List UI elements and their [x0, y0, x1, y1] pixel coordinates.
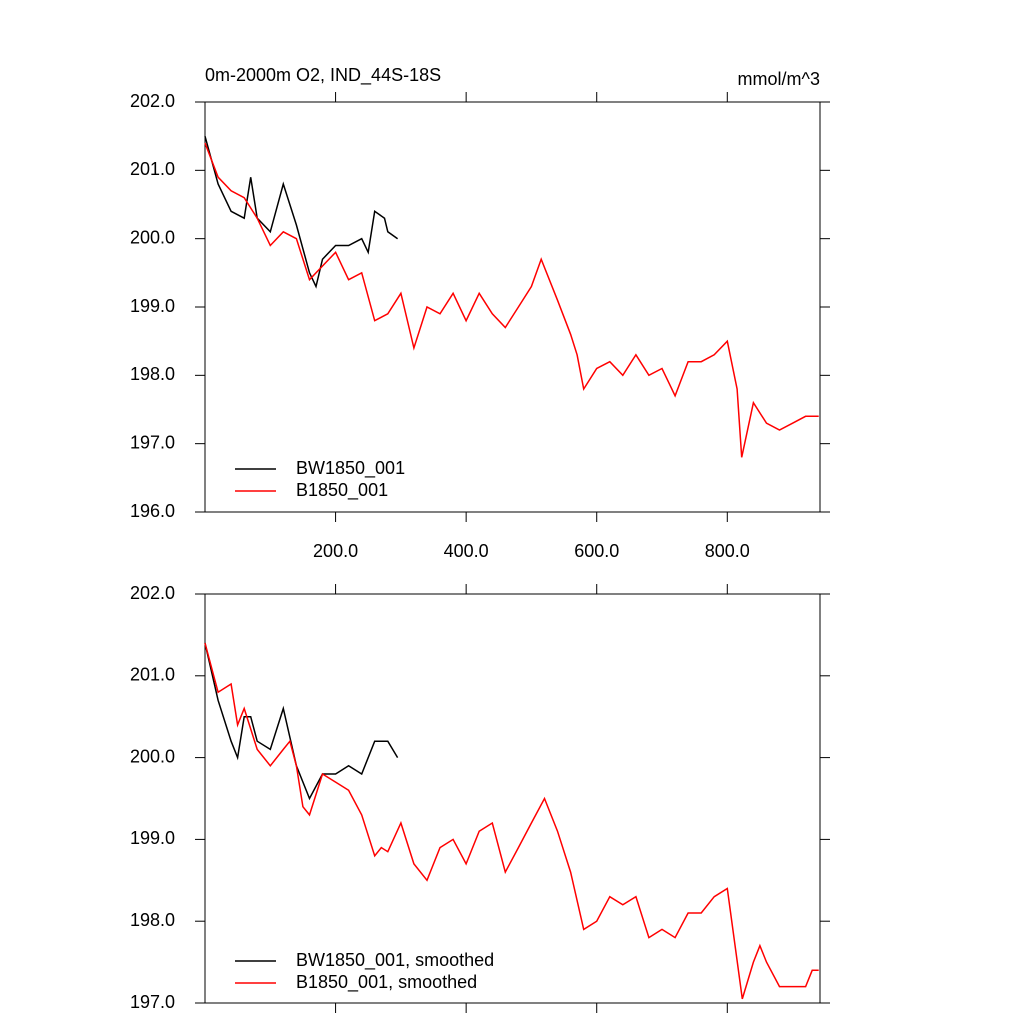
- y-tick-label: 196.0: [130, 501, 175, 521]
- y-tick-label: 197.0: [130, 432, 175, 452]
- series-line: [204, 642, 399, 801]
- legend-label: BW1850_001, smoothed: [296, 950, 494, 971]
- legend-label: BW1850_001: [296, 458, 405, 479]
- y-tick-label: 202.0: [130, 91, 175, 111]
- plot-frame: [204, 593, 821, 1004]
- chart-title: 0m-2000m O2, IND_44S-18S: [205, 65, 441, 86]
- y-tick-label: 198.0: [130, 364, 175, 384]
- x-tick-label: 200.0: [313, 541, 358, 561]
- x-tick-label: 400.0: [444, 541, 489, 561]
- legend-label: B1850_001: [296, 480, 388, 501]
- y-tick-label: 198.0: [130, 910, 175, 930]
- plot-frame: [204, 101, 821, 513]
- series-line: [204, 642, 819, 1000]
- series-line: [204, 136, 399, 289]
- units-label: mmol/m^3: [738, 69, 820, 89]
- y-tick-label: 202.0: [130, 583, 175, 603]
- y-tick-label: 200.0: [130, 746, 175, 766]
- y-tick-label: 201.0: [130, 159, 175, 179]
- y-tick-label: 199.0: [130, 828, 175, 848]
- y-tick-label: 200.0: [130, 227, 175, 247]
- y-tick-label: 197.0: [130, 992, 175, 1012]
- x-tick-label: 600.0: [574, 541, 619, 561]
- y-tick-label: 201.0: [130, 665, 175, 685]
- series-line: [204, 142, 819, 458]
- x-tick-label: 800.0: [705, 541, 750, 561]
- y-tick-label: 199.0: [130, 296, 175, 316]
- legend-label: B1850_001, smoothed: [296, 972, 477, 993]
